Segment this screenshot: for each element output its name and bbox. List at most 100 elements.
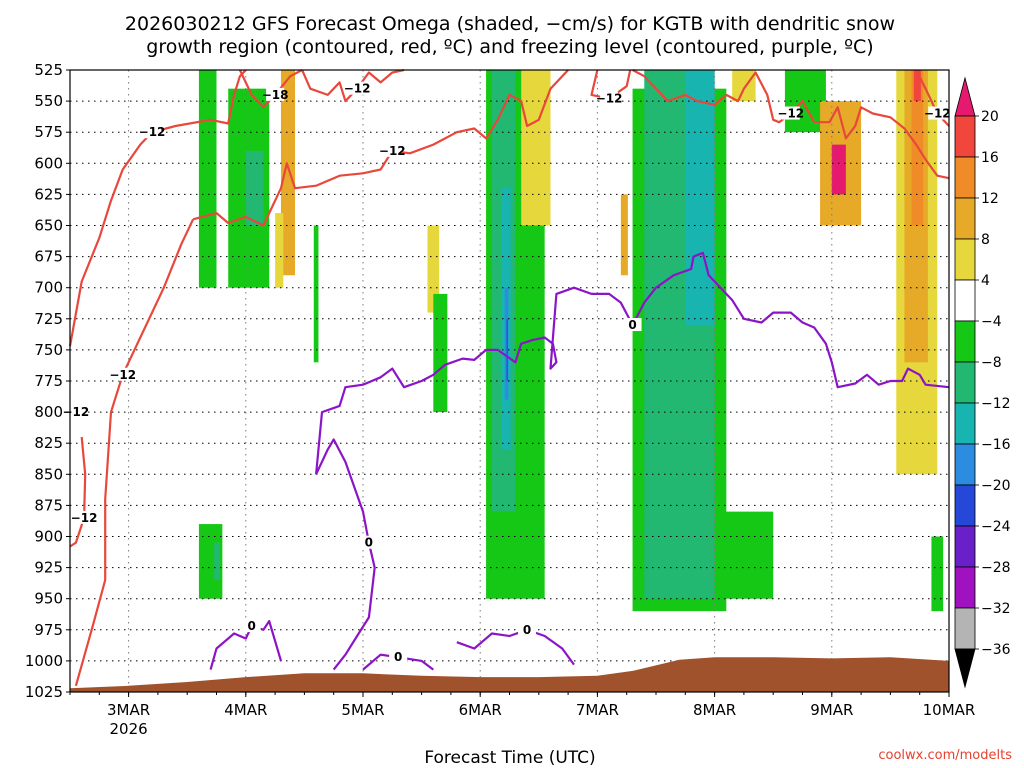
freezing-label-bg — [623, 318, 642, 332]
omega-region-24 — [831, 144, 846, 195]
y-tick-label: 700 — [34, 279, 63, 297]
omega-shading-layer — [198, 70, 944, 612]
y-axis: 525 550 575 600 625 650 675 700 725 750 775 800 825 8… — [25, 61, 70, 701]
colorbar-label: −16 — [981, 437, 1011, 453]
dgz-label-bg — [75, 510, 94, 524]
omega-region-15 — [521, 70, 551, 226]
dgz-contour-label: −18 — [262, 88, 289, 102]
colorbar-label: 16 — [981, 150, 999, 166]
dgz-label-bg — [66, 405, 85, 419]
x-tick-label: 7MAR — [576, 701, 619, 719]
dgz-label-bg — [266, 87, 285, 101]
terrain-layer — [70, 657, 949, 692]
omega-region-16 — [620, 194, 628, 276]
dendritic-growth-contours: −12 −12 −12 −12 −12 −18 −12 −12 −12 −12 — [62, 68, 951, 687]
dgz-contour-label: −12 — [71, 511, 98, 525]
dgz-contour — [915, 69, 950, 127]
x-tick-label: 3MAR — [107, 701, 150, 719]
y-tick-label: 900 — [34, 528, 63, 546]
omega-region-6 — [214, 542, 221, 581]
freezing-contour-label: 0 — [365, 536, 373, 550]
x-tick-label: 9MAR — [810, 701, 853, 719]
freezing-label-bg — [359, 535, 378, 549]
colorbar-swatch — [954, 238, 976, 281]
y-tick-label: 875 — [34, 496, 63, 514]
y-tick-label: 600 — [34, 154, 63, 172]
y-tick-label: 725 — [34, 310, 63, 328]
colorbar-label: 12 — [981, 191, 999, 207]
dgz-contour — [301, 68, 405, 103]
x-tick-label: 4MAR — [224, 701, 267, 719]
colorbar-swatch — [954, 607, 976, 650]
omega-region-21 — [732, 70, 756, 102]
colorbar-label: −20 — [981, 478, 1011, 494]
colorbar-label: −4 — [981, 314, 1002, 330]
colorbar-swatch — [954, 197, 976, 240]
y-tick-label: 525 — [34, 61, 63, 79]
omega-region-9 — [433, 293, 448, 413]
freezing-contour-label: 0 — [628, 318, 636, 332]
colorbar-swatch — [954, 279, 976, 322]
y-tick-label: 1000 — [25, 652, 63, 670]
colorbar-label: −24 — [981, 519, 1011, 535]
dgz-contour-label: −12 — [139, 125, 166, 139]
y-tick-label: 775 — [34, 372, 63, 390]
y-tick-label: 750 — [34, 341, 63, 359]
dgz-contour-label: −12 — [109, 368, 136, 382]
y-tick-label: 950 — [34, 590, 63, 608]
grid-layer — [70, 70, 949, 692]
x-tick-label: 6MAR — [459, 701, 502, 719]
freezing-label-bg — [518, 622, 537, 636]
colorbar-label: −32 — [981, 601, 1011, 617]
colorbar-swatch — [954, 484, 976, 527]
y-tick-label: 675 — [34, 248, 63, 266]
dgz-label-bg — [383, 143, 402, 157]
y-tick-label: 1025 — [25, 683, 63, 701]
x-tick-year-label: 2026 — [110, 720, 148, 738]
colorbar-label: −8 — [981, 355, 1002, 371]
freezing-contour-label: 0 — [523, 623, 531, 637]
y-tick-label: 650 — [34, 217, 63, 235]
colorbar-top-arrow — [954, 76, 976, 117]
dgz-contour — [192, 69, 569, 227]
omega-region-7 — [313, 225, 319, 363]
dgz-contour-label: −12 — [379, 144, 406, 158]
dgz-label-bg — [781, 106, 800, 120]
dgz-contour — [238, 69, 303, 109]
colorbar-label: −36 — [981, 642, 1011, 658]
colorbar-label: 20 — [981, 109, 999, 125]
dgz-label-bg — [348, 81, 367, 95]
freezing-level-contours: 0 0 0 0 0 — [209, 251, 950, 671]
colorbar-swatch — [954, 361, 976, 404]
dgz-label-bg — [600, 91, 619, 105]
freezing-contour-label: 0 — [247, 619, 255, 633]
dgz-label-bg — [113, 367, 132, 381]
freezing-label-bg — [389, 650, 408, 664]
freezing-label-bg — [242, 619, 261, 633]
dgz-contour-label: −12 — [924, 107, 951, 121]
freezing-contour-label: 0 — [394, 650, 402, 664]
colorbar-swatch — [954, 443, 976, 486]
omega-region-20 — [714, 511, 774, 599]
plot-area: −12 −12 −12 −12 −12 −18 −12 −12 −12 −12 0 0 0 0 0 — [62, 68, 951, 693]
y-tick-label: 825 — [34, 434, 63, 452]
dgz-label-bg — [143, 125, 162, 139]
x-tick-label: 10MAR — [923, 701, 976, 719]
dgz-contour-label: −12 — [344, 82, 371, 96]
omega-region-14 — [506, 318, 508, 381]
omega-region-8 — [427, 225, 440, 313]
omega-region-2 — [245, 150, 264, 226]
omega-region-0 — [198, 70, 217, 288]
y-tick-label: 575 — [34, 123, 63, 141]
omega-region-28 — [913, 70, 921, 102]
chart-title-line1: 2026030212 GFS Forecast Omega (shaded, −… — [125, 13, 895, 35]
colorbar-swatch — [954, 525, 976, 568]
terrain-below-ground — [70, 657, 949, 692]
omega-region-29 — [931, 536, 944, 612]
colorbar: 20 16 12 8 4 −4 −8 −12 −16 −20 −24 −28 −32 −36 — [954, 76, 1011, 689]
y-tick-label: 975 — [34, 621, 63, 639]
dgz-label-bg — [928, 106, 947, 120]
dgz-contour-label: −12 — [596, 92, 623, 106]
